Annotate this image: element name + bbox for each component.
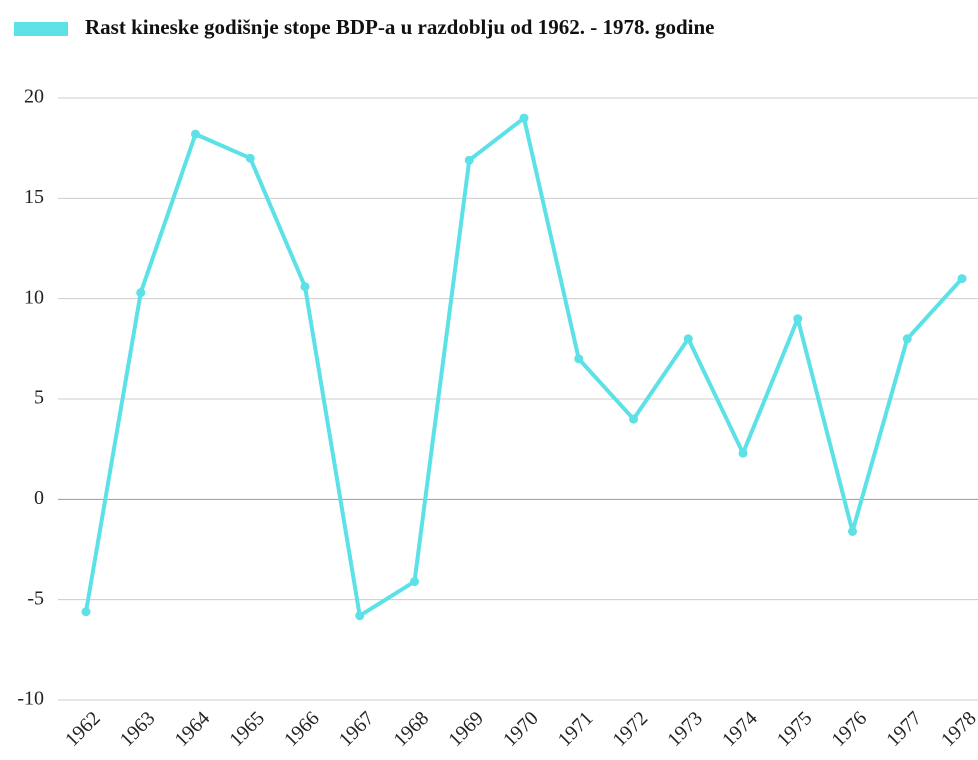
data-point [245, 153, 255, 163]
data-point [136, 288, 146, 298]
data-point [848, 526, 857, 536]
data-point [81, 607, 91, 617]
data-point [519, 113, 529, 123]
data-point [464, 155, 474, 165]
data-point [410, 577, 419, 587]
y-tick-label: 5 [34, 387, 44, 409]
data-line [84, 116, 964, 618]
x-tick-label: 1975 [773, 707, 817, 751]
x-tick-label: 1966 [280, 707, 324, 751]
legend-swatch [14, 22, 68, 36]
data-point [355, 611, 365, 621]
x-tick-label: 1963 [116, 707, 160, 751]
x-tick-label: 1970 [499, 707, 543, 751]
x-tick-label: 1978 [937, 707, 978, 751]
x-tick-label: 1964 [170, 707, 214, 751]
x-tick-label: 1967 [335, 707, 379, 751]
x-tick-label: 1968 [389, 707, 433, 751]
y-tick-label: 0 [34, 487, 44, 509]
data-point [574, 354, 584, 364]
data-point [957, 274, 967, 284]
x-tick-label: 1977 [882, 707, 926, 751]
x-tick-label: 1971 [554, 707, 598, 751]
legend-label: Rast kineske godišnje stope BDP-a u razd… [85, 15, 714, 39]
data-point [902, 334, 912, 344]
y-tick-label: 10 [24, 286, 44, 308]
data-point [191, 129, 200, 139]
y-tick-label: 20 [24, 86, 44, 108]
x-tick-label: 1973 [663, 707, 707, 751]
data-point [683, 334, 693, 344]
x-tick-label: 1976 [827, 707, 871, 751]
data-point [300, 282, 310, 292]
y-tick-label: -10 [17, 688, 44, 710]
data-point [738, 448, 748, 458]
x-tick-label: 1969 [444, 707, 488, 751]
data-point [793, 314, 803, 324]
x-tick-label: 1965 [225, 707, 269, 751]
data-point [629, 414, 638, 424]
x-tick-label: 1974 [718, 707, 762, 751]
x-tick-label: 1972 [608, 707, 652, 751]
y-tick-label: -5 [27, 587, 44, 609]
y-tick-label: 15 [24, 186, 44, 208]
x-tick-label: 1962 [61, 707, 105, 751]
